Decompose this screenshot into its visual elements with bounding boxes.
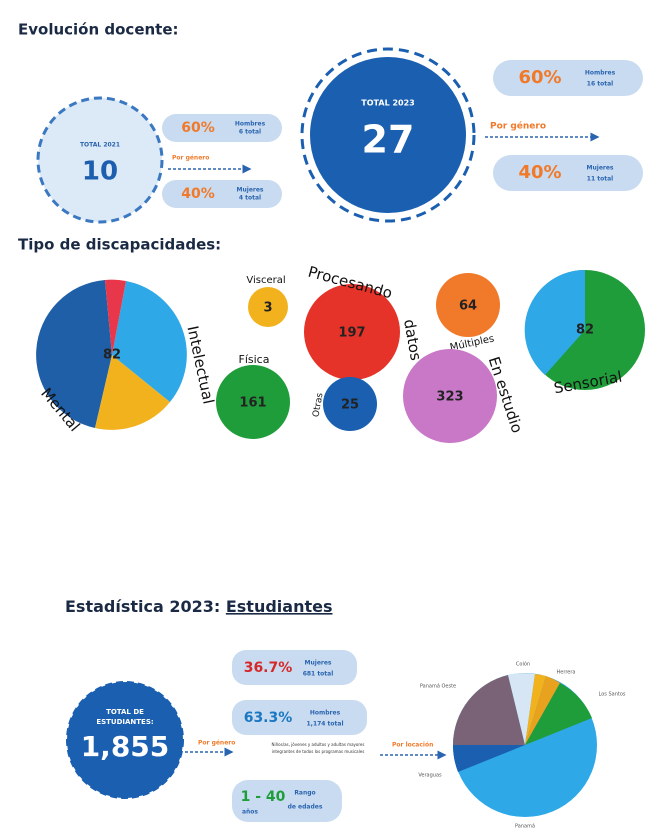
pct: 40% [518,162,561,183]
count: 16 total [587,81,613,88]
bubble-label: datos [400,318,425,362]
pill [232,650,357,685]
total-circle [66,681,184,799]
pie-label: Panamá Oeste [420,683,456,690]
bubble [248,287,288,327]
pct: 36.7% [244,660,293,676]
count: 6 total [239,129,261,136]
by-gender: Por género [198,740,235,747]
circle-2023 [310,57,466,213]
total-value: 10 [82,157,118,187]
pct: 63.3% [244,710,293,726]
pie-label: Colón [516,661,530,668]
note: Niños/as, jóvenes y adultos y adultas ma… [272,742,365,747]
age-unit: años [242,809,258,816]
bubble-value: 323 [436,390,463,405]
pie-label: Los Santos [599,692,626,698]
location-pie [452,673,597,817]
total-label: ESTUDIANTES: [96,718,154,726]
pie-label: Panamá [515,823,535,830]
bubble [216,365,290,439]
pie-value: 82 [576,323,594,338]
pct: 40% [181,186,215,202]
total-label: TOTAL 2023 [361,99,414,108]
pct: 60% [181,120,215,136]
label: Mujeres [587,165,614,172]
circle-2021 [36,96,164,224]
bubble-label: Física [239,353,270,366]
by-gender: Por género [490,121,546,132]
bubble-value: 3 [263,301,272,316]
total-value: 1,855 [81,730,170,763]
sensorial-pie [524,269,645,390]
pill [162,180,282,208]
pill [232,700,367,735]
pie-value: 82 [103,348,121,363]
bubble-value: 64 [459,299,477,314]
bubble [403,349,497,443]
bubble [304,284,400,380]
pie-label: Herrera [557,670,576,676]
bubble-value: 161 [239,396,266,411]
section-title: Evolución docente: [18,21,179,39]
section-title: Estadística 2023: Estudiantes [65,597,332,616]
title: Estadística 2023: [65,597,226,616]
bubble [436,273,500,337]
age-range: 1 - 40 [241,789,286,805]
count: 1,174 total [306,721,343,728]
label: Hombres [235,121,266,128]
total-label: TOTAL DE [106,708,144,716]
pie-label: Veraguas [418,773,442,779]
total-label: TOTAL 2021 [80,142,120,149]
bubble-label: Visceral [246,275,285,286]
count: 4 total [239,195,261,202]
label: Hombres [585,70,616,77]
pie-label: Intelectual [183,324,217,405]
pill [493,155,643,191]
pill [232,780,342,822]
bubble-label: Otras [311,392,325,418]
count: 681 total [303,671,334,678]
age-label: Rango [294,790,315,797]
bubble-value: 197 [338,326,365,341]
bubble [323,377,377,431]
age-label: de edades [288,804,323,811]
by-location: Por locación [392,742,433,749]
total-value: 27 [362,118,415,162]
pct: 60% [518,67,561,88]
label: Mujeres [237,187,264,194]
by-gender: Por género [172,155,209,162]
title-link: Estudiantes [226,597,333,616]
section-title: Tipo de discapacidades: [18,236,221,254]
ring [300,47,476,223]
bubble-value: 25 [341,398,359,413]
label: Hombres [310,710,341,717]
label: Mujeres [305,660,332,667]
pill [493,60,643,96]
note: integrantes de todos los programas music… [272,749,365,754]
mental-pie [36,279,187,430]
count: 11 total [587,176,613,183]
pill [162,114,282,142]
